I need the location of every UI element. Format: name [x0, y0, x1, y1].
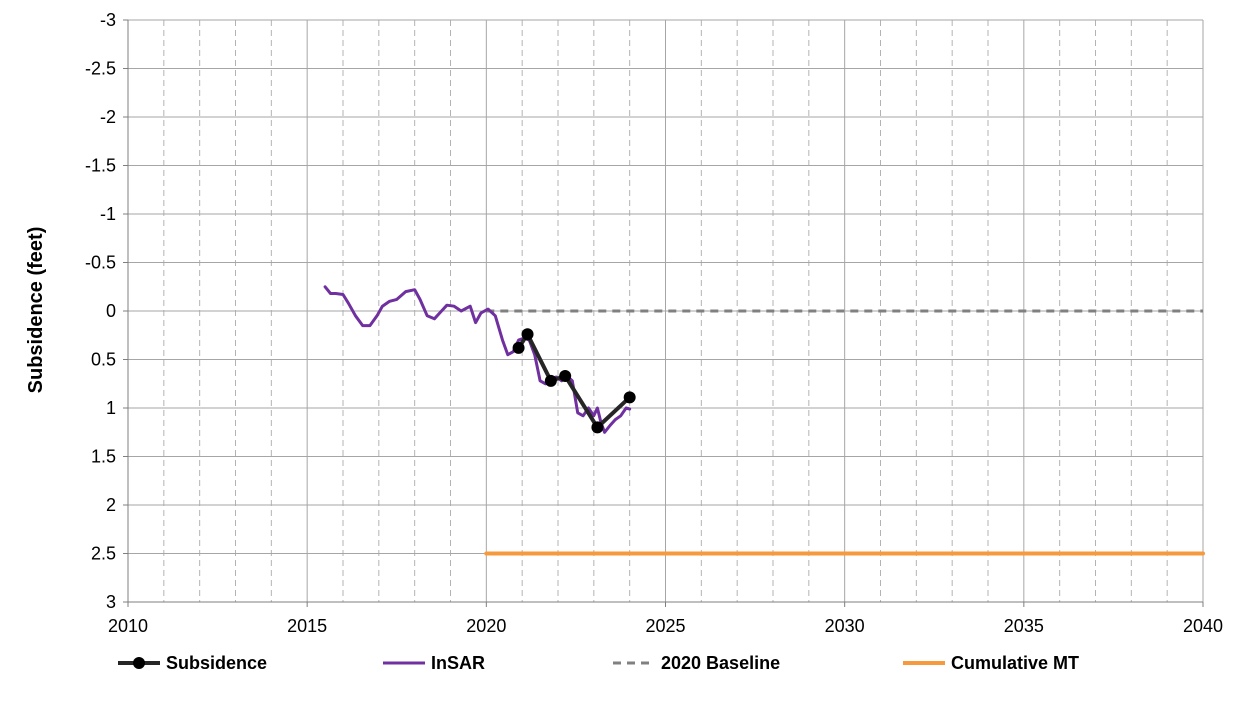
- data-point: [623, 391, 636, 404]
- legend-label: InSAR: [431, 653, 485, 673]
- y-tick-label: 1.5: [91, 447, 116, 467]
- data-point: [591, 421, 604, 434]
- legend-label: Cumulative MT: [951, 653, 1079, 673]
- y-axis-title: Subsidence (feet): [25, 227, 47, 394]
- y-tick-label: -1.5: [85, 156, 116, 176]
- y-tick-label: 3: [106, 592, 116, 612]
- y-tick-label: 0: [106, 301, 116, 321]
- y-tick-label: 1: [106, 398, 116, 418]
- legend-label: Subsidence: [166, 653, 267, 673]
- data-point: [544, 374, 557, 387]
- data-point: [521, 328, 534, 341]
- y-tick-label: -2: [100, 107, 116, 127]
- y-tick-label: 2.5: [91, 544, 116, 564]
- y-tick-label: 0.5: [91, 350, 116, 370]
- legend-layer: Subsidence InSAR 2020 Baseline Cumulative M…: [118, 653, 1079, 673]
- grid-layer: [127, 19, 1204, 603]
- x-tick-label: 2035: [1004, 616, 1044, 636]
- legend-marker: [133, 657, 145, 669]
- x-tick-label: 2025: [645, 616, 685, 636]
- series-layer: [323, 285, 1205, 556]
- legend-label: 2020 Baseline: [661, 653, 780, 673]
- y-tick-label: -3: [100, 10, 116, 30]
- x-tick-label: 2040: [1183, 616, 1223, 636]
- y-tick-label: -1: [100, 204, 116, 224]
- data-point: [559, 369, 572, 382]
- series-line: [516, 332, 632, 430]
- y-tick-label: -0.5: [85, 253, 116, 273]
- x-tick-label: 2030: [825, 616, 865, 636]
- data-point: [512, 341, 525, 354]
- x-tick-label: 2020: [466, 616, 506, 636]
- axis-layer: -3 -2.5 -2 -1.5 -1 -0.5 0 0.5 1 1.5 2 2.5 3 2010 2015 2…: [85, 10, 1223, 636]
- x-tick-label: 2010: [108, 616, 148, 636]
- series-line: [323, 285, 632, 434]
- x-tick-label: 2015: [287, 616, 327, 636]
- y-tick-label: 2: [106, 495, 116, 515]
- y-tick-label: -2.5: [85, 59, 116, 79]
